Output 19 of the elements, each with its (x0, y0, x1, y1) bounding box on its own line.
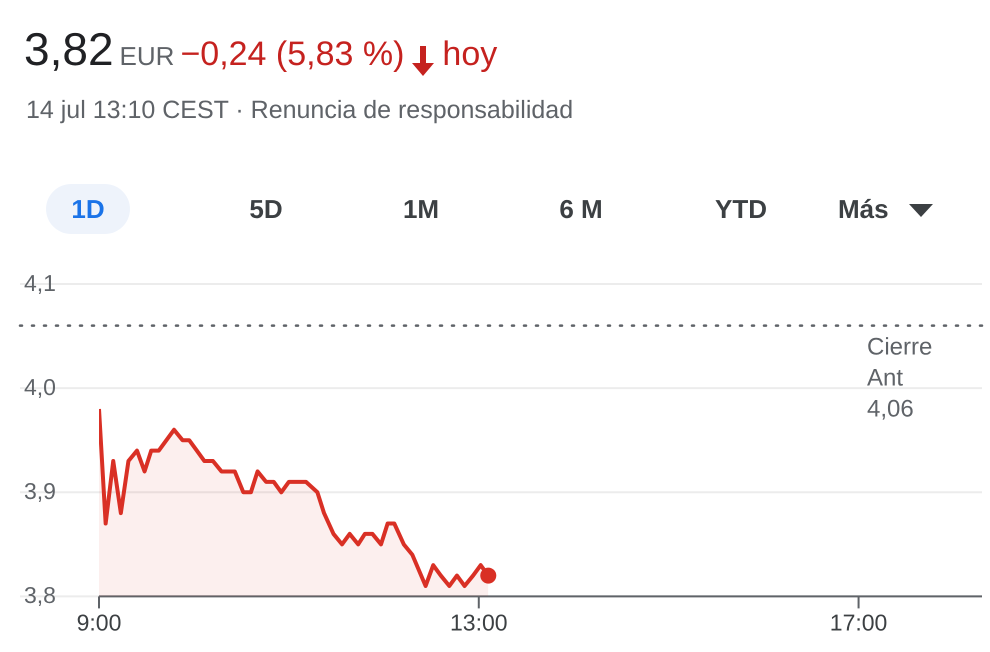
chart-subtitle: 14 jul 13:10 CEST · Renuncia de responsabilidad (26, 96, 574, 125)
text: hoy (442, 35, 498, 73)
x-tick-label: 13:00 (450, 610, 508, 636)
text: YTD (714, 193, 768, 226)
text: 6 M (558, 193, 604, 226)
text: 5D (248, 193, 284, 226)
text: 1D (46, 184, 130, 234)
chart-title: 3,82 (24, 23, 114, 75)
text: −0,24 (5,83 %) (180, 35, 404, 73)
y-tick-label: 4,0 (24, 374, 56, 400)
text: Más (837, 193, 890, 226)
x-tick-label: 17:00 (830, 610, 888, 636)
text: EUR (120, 41, 174, 71)
x-tick-label: 9:00 (76, 610, 122, 636)
y-tick-label: 3,8 (24, 582, 56, 608)
y-tick-label: 4,1 (24, 270, 56, 296)
ref-line-label: Cierre Ant 4,06 (867, 333, 932, 422)
y-tick-label: 3,9 (24, 478, 56, 504)
text: 1M (402, 193, 440, 226)
